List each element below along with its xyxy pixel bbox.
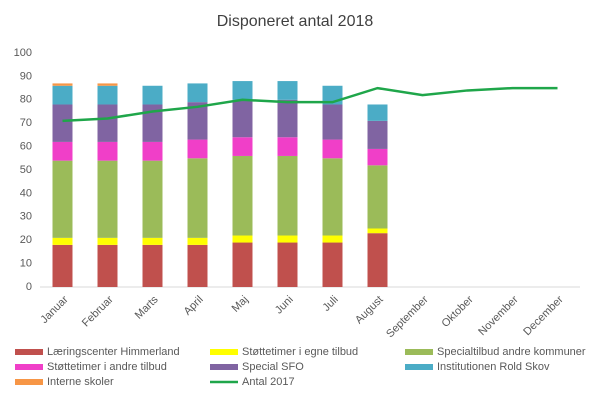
bar-segment xyxy=(97,244,118,287)
chart-title: Disponeret antal 2018 xyxy=(217,13,374,30)
x-tick-label: Januar xyxy=(38,293,71,326)
legend-label: Støttetimer i andre tilbud xyxy=(47,361,167,373)
bar-segment xyxy=(367,120,388,149)
x-tick-label: December xyxy=(521,293,566,338)
legend-swatch xyxy=(405,349,433,355)
bar-segment xyxy=(142,160,163,238)
bar-segment xyxy=(277,242,298,287)
x-tick-label: August xyxy=(353,294,386,327)
bar-segment xyxy=(232,137,253,156)
bar-segment xyxy=(97,83,118,86)
legend-swatch xyxy=(15,379,43,385)
bar-segment xyxy=(322,104,343,140)
bar-segment xyxy=(367,148,388,166)
legend-label: Institutionen Rold Skov xyxy=(437,361,550,373)
line xyxy=(62,86,558,123)
y-tick-label: 100 xyxy=(14,47,32,59)
bar-segment xyxy=(142,237,163,245)
y-tick-label: 60 xyxy=(20,141,32,153)
bar-segment xyxy=(367,228,388,234)
legend-label: Antal 2017 xyxy=(242,376,295,388)
x-tick-label: Maj xyxy=(230,294,251,315)
legend-label: Støttetimer i egne tilbud xyxy=(242,346,358,358)
y-tick-label: 70 xyxy=(20,117,32,129)
y-tick-label: 90 xyxy=(20,70,32,82)
bar-segment xyxy=(322,139,343,159)
bar-segment xyxy=(142,141,163,161)
y-tick-label: 20 xyxy=(20,234,32,246)
x-tick-label: Juli xyxy=(321,294,341,314)
x-tick-label: Oktober xyxy=(440,293,476,329)
bar-segment xyxy=(367,104,388,121)
bar-segment xyxy=(97,141,118,161)
bar-segment xyxy=(97,160,118,238)
bar-segment xyxy=(97,104,118,142)
bar-segment xyxy=(52,244,73,287)
bar-segment xyxy=(187,139,208,159)
bar-segment xyxy=(232,155,253,236)
bar-segment xyxy=(187,83,208,103)
legend-swatch xyxy=(405,364,433,370)
bar-segment xyxy=(52,237,73,245)
y-tick-label: 10 xyxy=(20,258,32,270)
legend-label: Interne skoler xyxy=(47,376,114,388)
bar-segment xyxy=(277,99,298,138)
bar-segment xyxy=(277,235,298,243)
bar-segment xyxy=(322,235,343,243)
bar-segment xyxy=(52,83,73,86)
legend-swatch xyxy=(15,364,43,370)
bar-segment xyxy=(232,235,253,243)
bar-segment xyxy=(97,237,118,245)
bar-segment xyxy=(52,141,73,161)
x-tick-label: April xyxy=(182,294,206,318)
bar-segment xyxy=(367,165,388,229)
bar-segment xyxy=(232,99,253,138)
bar-segment xyxy=(232,81,253,100)
bar-segment xyxy=(52,85,73,105)
bar-segment xyxy=(97,85,118,105)
bar-segment xyxy=(142,85,163,105)
bar-segment xyxy=(322,158,343,236)
bar-segment xyxy=(277,155,298,236)
bar-segment xyxy=(142,104,163,142)
y-tick-label: 30 xyxy=(20,211,32,223)
x-tick-label: Februar xyxy=(80,293,116,329)
bar-segment xyxy=(367,233,388,287)
x-tick-label: September xyxy=(384,293,431,340)
bar-segment xyxy=(187,102,208,140)
bar-segment xyxy=(277,137,298,156)
bar-segment xyxy=(187,237,208,245)
legend-swatch xyxy=(15,349,43,355)
bar-segment xyxy=(52,104,73,142)
legend-swatch xyxy=(210,364,238,370)
y-tick-label: 0 xyxy=(26,281,32,293)
y-tick-label: 40 xyxy=(20,187,32,199)
x-tick-label: November xyxy=(476,293,521,338)
bar-segment xyxy=(277,81,298,100)
legend-label: Læringscenter Himmerland xyxy=(47,346,180,358)
y-tick-label: 50 xyxy=(20,164,32,176)
bar-segment xyxy=(187,158,208,238)
bar-segment xyxy=(232,242,253,287)
x-tick-label: Marts xyxy=(133,293,161,321)
legend-label: Special SFO xyxy=(242,361,304,373)
y-tick-label: 80 xyxy=(20,94,32,106)
bar-segment xyxy=(142,244,163,287)
legend-swatch xyxy=(210,349,238,355)
legend-label: Specialtilbud andre kommuner xyxy=(437,346,586,358)
x-tick-label: Juni xyxy=(273,294,296,317)
bar-segment xyxy=(322,242,343,287)
bar-segment xyxy=(52,160,73,238)
bar-segment xyxy=(187,244,208,287)
